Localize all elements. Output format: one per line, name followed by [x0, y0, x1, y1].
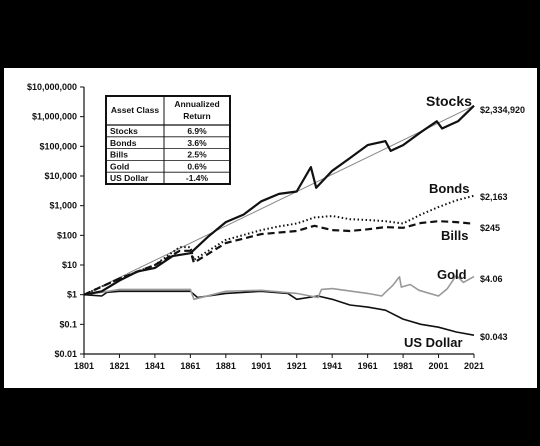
y-tick-label: $0.1 [59, 319, 77, 329]
x-tick-label: 1901 [251, 361, 271, 371]
table-cell-return: -1.4% [186, 173, 209, 183]
series-line-bills [83, 220, 475, 296]
table-cell-return: 0.6% [187, 161, 207, 171]
series-name-stocks: Stocks [426, 93, 472, 109]
y-tick-label: $0.01 [54, 349, 77, 359]
table-header-line-1: Annualized [174, 99, 219, 109]
series-name-bills: Bills [441, 228, 468, 243]
x-tick-label: 1861 [180, 361, 200, 371]
x-tick-label: 1961 [358, 361, 378, 371]
x-tick-label: 1821 [109, 361, 129, 371]
x-tick-label: 1981 [393, 361, 413, 371]
axes: $10,000,000 $1,000,000 $100,000 $10,000 $1,0… [27, 82, 484, 371]
y-tick-label: $1,000,000 [32, 112, 77, 122]
table-cell-asset: Bonds [110, 138, 137, 148]
y-tick-label: $10,000 [44, 171, 77, 181]
x-tick-label: 2021 [464, 361, 484, 371]
series-layer [83, 104, 475, 336]
legend-table: Asset Class Annualized Return Stocks 6.9% Bon… [105, 95, 231, 185]
y-tick-label: $1,000 [49, 201, 77, 211]
end-value-us-dollar: $0.043 [480, 332, 508, 342]
table-cell-return: 2.5% [187, 150, 207, 160]
end-value-bonds: $2,163 [480, 192, 508, 202]
x-tick-label: 1841 [145, 361, 165, 371]
labels-layer: Stocks Bonds Bills Gold US Dollar $2,334,920 $… [404, 93, 525, 350]
table-cell-asset: Stocks [110, 126, 138, 136]
end-value-gold: $4.06 [480, 274, 503, 284]
table-cell-return: 6.9% [187, 126, 207, 136]
chart-svg: $10,000,000 $1,000,000 $100,000 $10,000 $1,0… [27, 82, 525, 371]
table-cell-return: 3.6% [187, 138, 207, 148]
series-line-stocks [83, 104, 475, 296]
series-name-gold: Gold [437, 267, 467, 282]
end-value-bills: $245 [480, 223, 500, 233]
series-line-gold [83, 274, 475, 301]
x-tick-label: 1921 [287, 361, 307, 371]
series-line-us-dollar [83, 290, 475, 336]
series-line-bonds [83, 194, 475, 296]
table-header-line-2: Return [183, 111, 210, 121]
table-header-annualized-return: Annualized Return [174, 99, 219, 121]
series-name-us-dollar: US Dollar [404, 335, 463, 350]
x-tick-label: 2001 [429, 361, 449, 371]
x-tick-label: 1881 [216, 361, 236, 371]
y-tick-label: $100 [57, 230, 77, 240]
x-tick-label: 1941 [322, 361, 342, 371]
table-cell-asset: US Dollar [110, 173, 149, 183]
y-tick-label: $10,000,000 [27, 82, 77, 92]
y-tick-label: $100,000 [39, 141, 77, 151]
series-line-stocks-trend [83, 105, 475, 296]
series-name-bonds: Bonds [429, 181, 469, 196]
table-cell-asset: Gold [110, 161, 129, 171]
x-tick-label: 1801 [74, 361, 94, 371]
table-border [105, 95, 231, 185]
end-value-stocks: $2,334,920 [480, 105, 525, 115]
table-cell-asset: Bills [110, 150, 128, 160]
y-tick-label: $1 [67, 290, 77, 300]
chart-figure: $10,000,000 $1,000,000 $100,000 $10,000 $1,0… [4, 68, 537, 388]
y-tick-label: $10 [62, 260, 77, 270]
table-header-asset-class: Asset Class [111, 105, 159, 115]
